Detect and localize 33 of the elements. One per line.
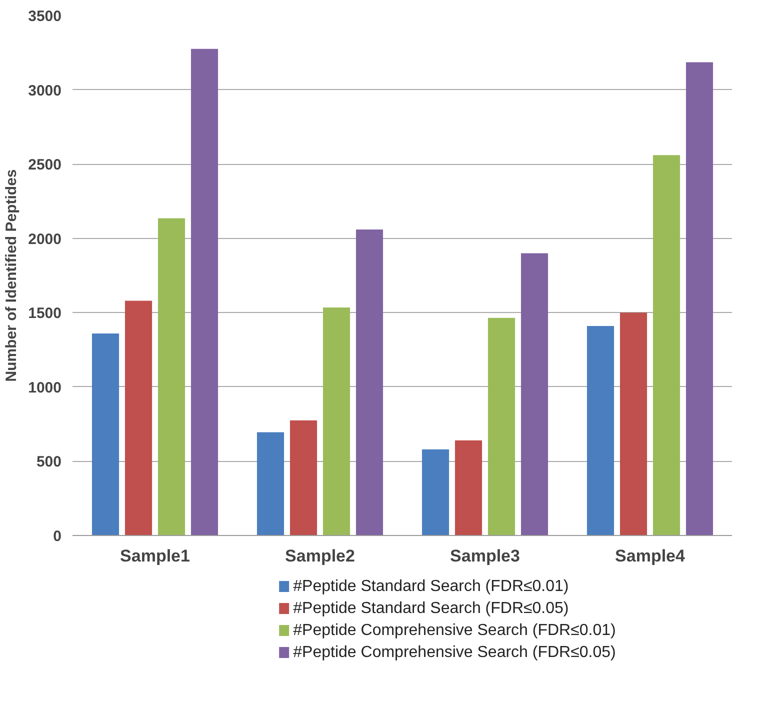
x-tick-label: Sample2 (285, 546, 355, 566)
bar (322, 307, 350, 536)
legend-label: #Peptide Comprehensive Search (FDR≤0.05) (293, 644, 616, 661)
bar (686, 62, 714, 536)
bar (652, 155, 680, 536)
y-axis-title: Number of Identified Peptides (3, 169, 20, 382)
bar (290, 420, 318, 536)
y-tick-label: 1000 (28, 379, 62, 396)
x-tick-label: Sample1 (120, 546, 190, 566)
bar (256, 432, 284, 536)
y-tick-label: 2000 (28, 230, 62, 248)
y-tick-label: 1500 (28, 305, 62, 322)
y-tick-label: 2500 (28, 156, 62, 174)
bar (454, 440, 482, 536)
y-tick-label: 3000 (28, 82, 62, 100)
legend-label: #Peptide Standard Search (FDR≤0.05) (293, 600, 569, 617)
bar (422, 449, 450, 536)
bar (92, 333, 120, 536)
bar (124, 300, 152, 536)
bar (488, 318, 516, 536)
bar (356, 229, 384, 536)
bar (520, 253, 548, 536)
y-tick-label: 500 (36, 454, 62, 471)
legend-label: #Peptide Standard Search (FDR≤0.01) (293, 578, 569, 595)
legend-label: #Peptide Comprehensive Search (FDR≤0.01) (293, 622, 616, 639)
bar (586, 326, 614, 536)
y-tick-label: 0 (53, 528, 62, 545)
bar (190, 48, 218, 536)
y-tick-label: 3500 (28, 8, 62, 25)
x-tick-label: Sample3 (450, 546, 520, 566)
bar (620, 312, 648, 536)
x-tick-label: Sample4 (615, 546, 686, 566)
bar (158, 218, 186, 536)
